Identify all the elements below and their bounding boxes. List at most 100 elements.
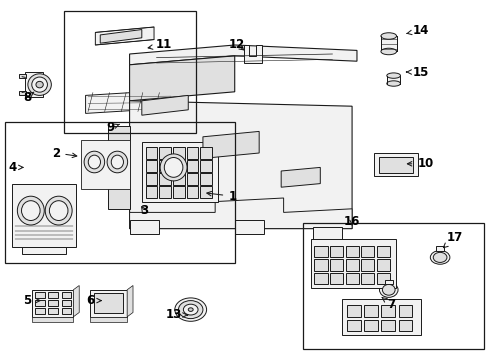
Bar <box>345 259 358 271</box>
Polygon shape <box>342 299 420 335</box>
Bar <box>360 259 373 271</box>
Polygon shape <box>73 285 79 317</box>
Bar <box>200 186 211 198</box>
Bar <box>360 246 373 257</box>
Polygon shape <box>312 227 342 241</box>
Ellipse shape <box>386 81 400 86</box>
Text: 9: 9 <box>106 121 119 134</box>
Bar <box>61 300 71 306</box>
Bar <box>346 305 360 317</box>
Ellipse shape <box>107 151 127 173</box>
Text: 11: 11 <box>148 39 172 51</box>
Bar <box>200 160 211 172</box>
Polygon shape <box>129 45 356 65</box>
Ellipse shape <box>32 77 47 92</box>
Bar <box>346 320 360 331</box>
Bar <box>364 305 377 317</box>
Bar <box>159 160 171 172</box>
Ellipse shape <box>18 196 44 225</box>
Polygon shape <box>234 220 264 234</box>
Polygon shape <box>95 27 154 45</box>
Text: 10: 10 <box>407 157 433 170</box>
Polygon shape <box>85 90 173 113</box>
Bar <box>386 76 400 84</box>
Polygon shape <box>129 101 351 229</box>
Bar <box>360 273 373 284</box>
Bar <box>19 91 26 95</box>
Bar <box>364 320 377 331</box>
Text: 6: 6 <box>86 294 101 307</box>
Polygon shape <box>94 293 123 313</box>
Bar <box>48 300 58 306</box>
Bar <box>159 186 171 198</box>
Text: 12: 12 <box>228 39 245 51</box>
Bar <box>380 36 396 51</box>
Bar <box>173 160 184 172</box>
Bar <box>48 292 58 298</box>
Bar <box>186 160 198 172</box>
Polygon shape <box>310 239 395 288</box>
Polygon shape <box>203 131 259 158</box>
Bar <box>35 292 45 298</box>
Bar <box>61 308 71 314</box>
Polygon shape <box>129 198 351 229</box>
Ellipse shape <box>386 73 400 78</box>
Text: 16: 16 <box>343 215 360 228</box>
Ellipse shape <box>429 251 449 264</box>
Bar <box>5 122 234 263</box>
Ellipse shape <box>45 196 72 225</box>
Bar <box>398 320 411 331</box>
Bar <box>186 147 198 159</box>
Polygon shape <box>25 72 42 97</box>
Bar <box>48 308 58 314</box>
Ellipse shape <box>380 33 396 39</box>
Ellipse shape <box>88 155 101 169</box>
Polygon shape <box>12 184 76 247</box>
Ellipse shape <box>183 304 198 315</box>
Ellipse shape <box>84 151 104 173</box>
Bar <box>314 246 327 257</box>
Bar <box>35 300 45 306</box>
Bar <box>329 246 343 257</box>
Bar <box>381 320 394 331</box>
Text: 8: 8 <box>23 91 34 104</box>
Text: 17: 17 <box>443 231 462 248</box>
Bar <box>398 305 411 317</box>
Polygon shape <box>90 290 127 317</box>
Bar <box>381 305 394 317</box>
Polygon shape <box>100 30 142 43</box>
Bar <box>186 186 198 198</box>
Bar <box>200 147 211 159</box>
Text: 2: 2 <box>52 147 77 159</box>
Text: 1: 1 <box>206 190 236 203</box>
Text: 7: 7 <box>381 297 394 311</box>
Bar <box>63 11 195 133</box>
Ellipse shape <box>382 284 394 295</box>
Bar <box>329 259 343 271</box>
Bar <box>173 186 184 198</box>
Bar <box>314 273 327 284</box>
Polygon shape <box>373 153 417 176</box>
Text: 5: 5 <box>23 294 40 307</box>
Ellipse shape <box>36 81 43 88</box>
Bar <box>314 259 327 271</box>
Bar <box>159 147 171 159</box>
Bar <box>173 147 184 159</box>
Ellipse shape <box>111 155 123 169</box>
Text: 4: 4 <box>8 161 23 174</box>
Bar <box>376 273 389 284</box>
Polygon shape <box>90 317 127 322</box>
Bar <box>186 174 198 185</box>
Bar <box>200 174 211 185</box>
Bar <box>145 160 157 172</box>
Polygon shape <box>81 140 129 189</box>
Bar <box>329 273 343 284</box>
Bar <box>384 280 392 284</box>
Ellipse shape <box>164 157 183 177</box>
Bar <box>435 246 443 251</box>
Ellipse shape <box>21 201 40 220</box>
Ellipse shape <box>380 48 396 55</box>
Ellipse shape <box>175 298 206 321</box>
Text: 15: 15 <box>406 66 428 78</box>
Polygon shape <box>22 247 66 254</box>
